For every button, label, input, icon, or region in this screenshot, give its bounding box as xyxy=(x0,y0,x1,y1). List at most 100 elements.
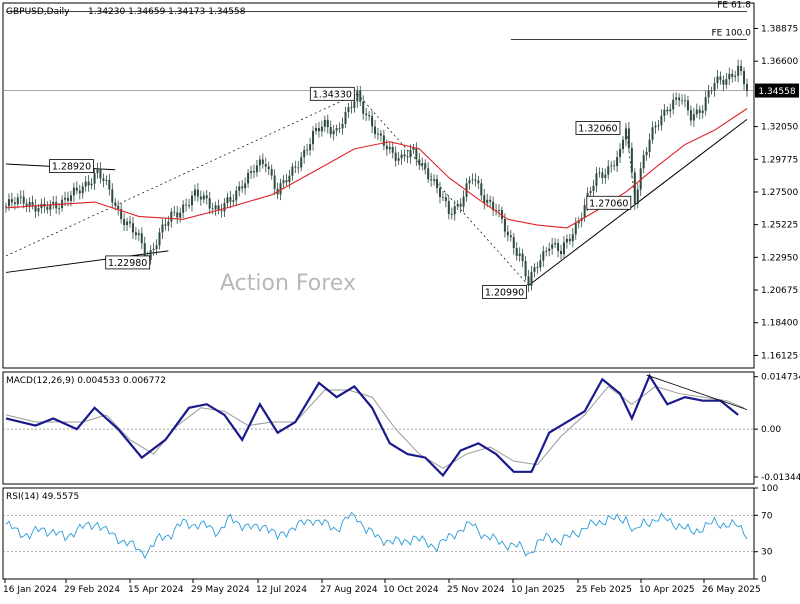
candle-body xyxy=(598,172,601,174)
candle-body xyxy=(217,205,220,211)
candle-body xyxy=(220,210,223,212)
candle-body xyxy=(686,100,689,111)
candle-body xyxy=(474,179,477,181)
candle-body xyxy=(356,90,359,102)
fe-level-label: FE 61.8 xyxy=(717,1,751,11)
candle-body xyxy=(285,180,288,183)
candle-body xyxy=(684,100,687,102)
candle-body xyxy=(607,166,610,175)
candle-body xyxy=(704,97,707,111)
candle-body xyxy=(309,144,312,151)
candle-body xyxy=(347,107,350,112)
candle-body xyxy=(438,188,441,197)
candle-body xyxy=(164,224,167,226)
candle-body xyxy=(190,195,193,206)
candle-body xyxy=(746,84,748,91)
candle-body xyxy=(99,168,102,179)
macd-tick-label: 0.00 xyxy=(761,425,781,435)
candle-body xyxy=(551,244,554,249)
candle-body xyxy=(5,206,7,208)
candle-body xyxy=(329,127,332,135)
swing-label-box xyxy=(309,86,355,101)
candle-body xyxy=(182,204,185,213)
candle-body xyxy=(25,203,28,207)
candle-body xyxy=(300,157,303,168)
candle-body xyxy=(282,180,285,184)
chart-title: GBPUSD,Daily xyxy=(6,7,70,17)
candle-body xyxy=(557,243,560,251)
swing-label: 1.28920 xyxy=(52,162,91,173)
candle-body xyxy=(707,90,710,98)
candle-body xyxy=(252,171,255,173)
candle-body xyxy=(627,128,630,148)
candle-body xyxy=(78,190,81,194)
candle-body xyxy=(102,178,105,181)
trendline xyxy=(5,250,169,273)
candle-body xyxy=(427,168,430,180)
candle-body xyxy=(58,208,61,209)
candle-body xyxy=(241,186,244,189)
current-price-box xyxy=(755,83,799,98)
candle-body xyxy=(533,267,536,272)
candle-body xyxy=(681,100,684,102)
candle-body xyxy=(657,125,660,127)
rsi-tick-label: 70 xyxy=(761,511,773,521)
candle-body xyxy=(161,224,164,233)
x-tick-label: 10 Oct 2024 xyxy=(383,585,439,595)
candle-body xyxy=(737,65,740,76)
candle-body xyxy=(176,212,179,218)
macd-tick-label: 0.014734 xyxy=(761,373,800,383)
candle-body xyxy=(341,123,344,129)
candle-body xyxy=(96,168,99,174)
candle-body xyxy=(498,210,501,211)
candle-body xyxy=(371,116,374,127)
candle-body xyxy=(205,195,208,199)
candle-body xyxy=(37,208,40,212)
rsi-pane xyxy=(2,487,755,580)
candle-body xyxy=(477,180,480,184)
candle-body xyxy=(503,218,506,232)
candle-body xyxy=(123,219,126,226)
trendline xyxy=(625,126,636,199)
price-pane xyxy=(2,2,755,369)
swing-label-box xyxy=(575,121,621,135)
candle-body xyxy=(365,113,368,116)
candle-body xyxy=(415,147,418,160)
candle-body xyxy=(382,135,385,146)
price-tick-label: 1.36600 xyxy=(761,57,798,67)
candle-body xyxy=(22,196,25,204)
candle-body xyxy=(335,128,338,131)
candle-body xyxy=(90,183,93,186)
candle-body xyxy=(362,101,365,114)
ohlc-readout: 1.34230 1.34659 1.34173 1.34558 xyxy=(88,7,246,17)
candle-body xyxy=(695,109,698,115)
candle-body xyxy=(140,233,143,244)
candle-body xyxy=(441,196,444,198)
candle-body xyxy=(672,99,675,110)
candle-body xyxy=(675,97,678,100)
candle-body xyxy=(120,209,123,220)
rsi-tick-label: 100 xyxy=(761,484,778,494)
candle-body xyxy=(654,125,657,128)
candle-body xyxy=(509,235,512,238)
candle-body xyxy=(66,197,69,201)
candle-body xyxy=(574,223,577,235)
candle-body xyxy=(229,197,232,202)
candle-body xyxy=(108,180,111,190)
candle-body xyxy=(651,127,654,140)
candle-body xyxy=(500,210,503,219)
x-tick-label: 26 May 2025 xyxy=(702,585,761,595)
candle-body xyxy=(376,133,379,135)
candle-body xyxy=(238,186,241,191)
candle-body xyxy=(81,186,84,194)
candle-body xyxy=(636,189,639,205)
watermark-text: Action Forex xyxy=(220,271,356,296)
macd-signal-line xyxy=(5,385,745,469)
candle-body xyxy=(624,128,627,140)
candle-body xyxy=(126,221,129,226)
candle-body xyxy=(388,147,391,150)
candle-body xyxy=(226,197,229,204)
candle-body xyxy=(459,203,462,207)
